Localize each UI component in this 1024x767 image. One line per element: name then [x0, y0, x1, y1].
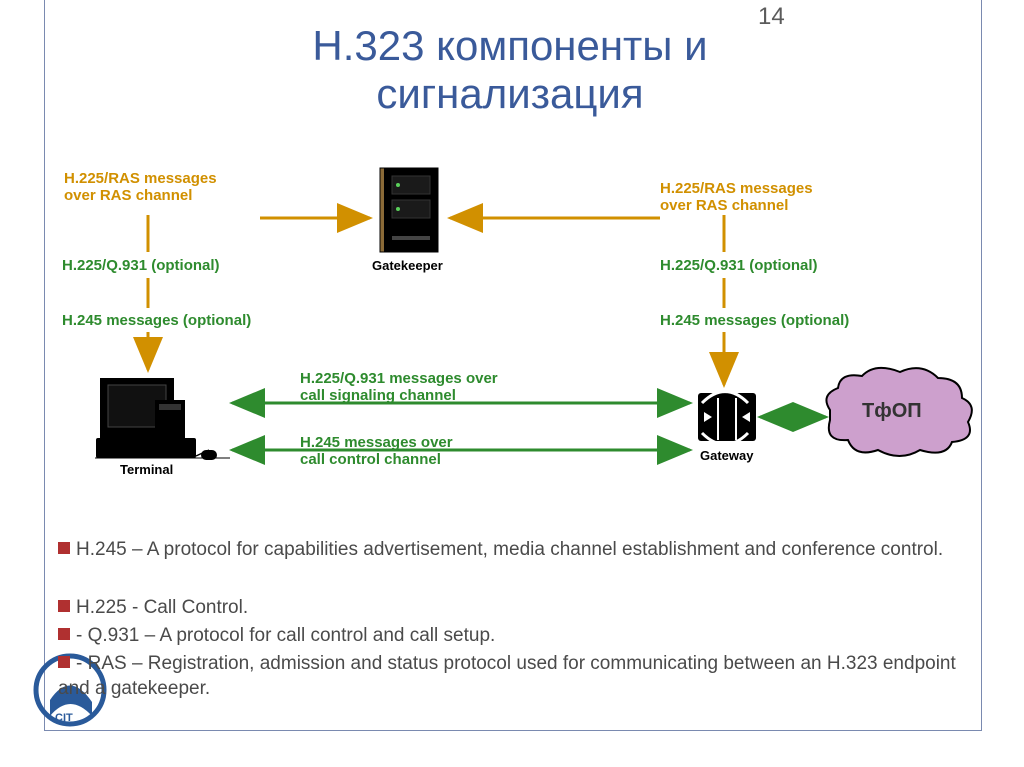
- logo-text: CIT: [55, 712, 73, 724]
- label-h245-right: H.245 messages (optional): [660, 312, 849, 329]
- bullet-2: H.225 - Call Control.: [58, 596, 958, 621]
- bullet-3: - Q.931 – A protocol for call control an…: [58, 624, 958, 649]
- gateway-icon: [698, 392, 756, 445]
- gatekeeper-icon: [380, 168, 438, 252]
- label-ras-right: H.225/RAS messages over RAS channel: [660, 180, 813, 214]
- bullet-icon: [58, 542, 70, 554]
- label-q931-right: H.225/Q.931 (optional): [660, 257, 818, 274]
- label-mid-q931: H.225/Q.931 messages over call signaling…: [300, 370, 498, 404]
- label-mid-h245: H.245 messages over call control channel: [300, 434, 453, 468]
- terminal-icon: [95, 378, 230, 460]
- label-h245-left: H.245 messages (optional): [62, 312, 251, 329]
- label-q931-left: H.225/Q.931 (optional): [62, 257, 220, 274]
- cloud-label: ТфОП: [862, 400, 922, 423]
- bullet-4: - RAS – Registration, admission and stat…: [58, 652, 958, 701]
- caption-gatekeeper: Gatekeeper: [372, 258, 443, 273]
- caption-gateway: Gateway: [700, 448, 753, 463]
- bullet-icon: [58, 600, 70, 612]
- bullet-1: H.245 – A protocol for capabilities adve…: [58, 538, 958, 563]
- bullet-icon: [58, 628, 70, 640]
- caption-terminal: Terminal: [120, 462, 173, 477]
- label-ras-left: H.225/RAS messages over RAS channel: [64, 170, 217, 204]
- bullet-icon: [58, 656, 70, 668]
